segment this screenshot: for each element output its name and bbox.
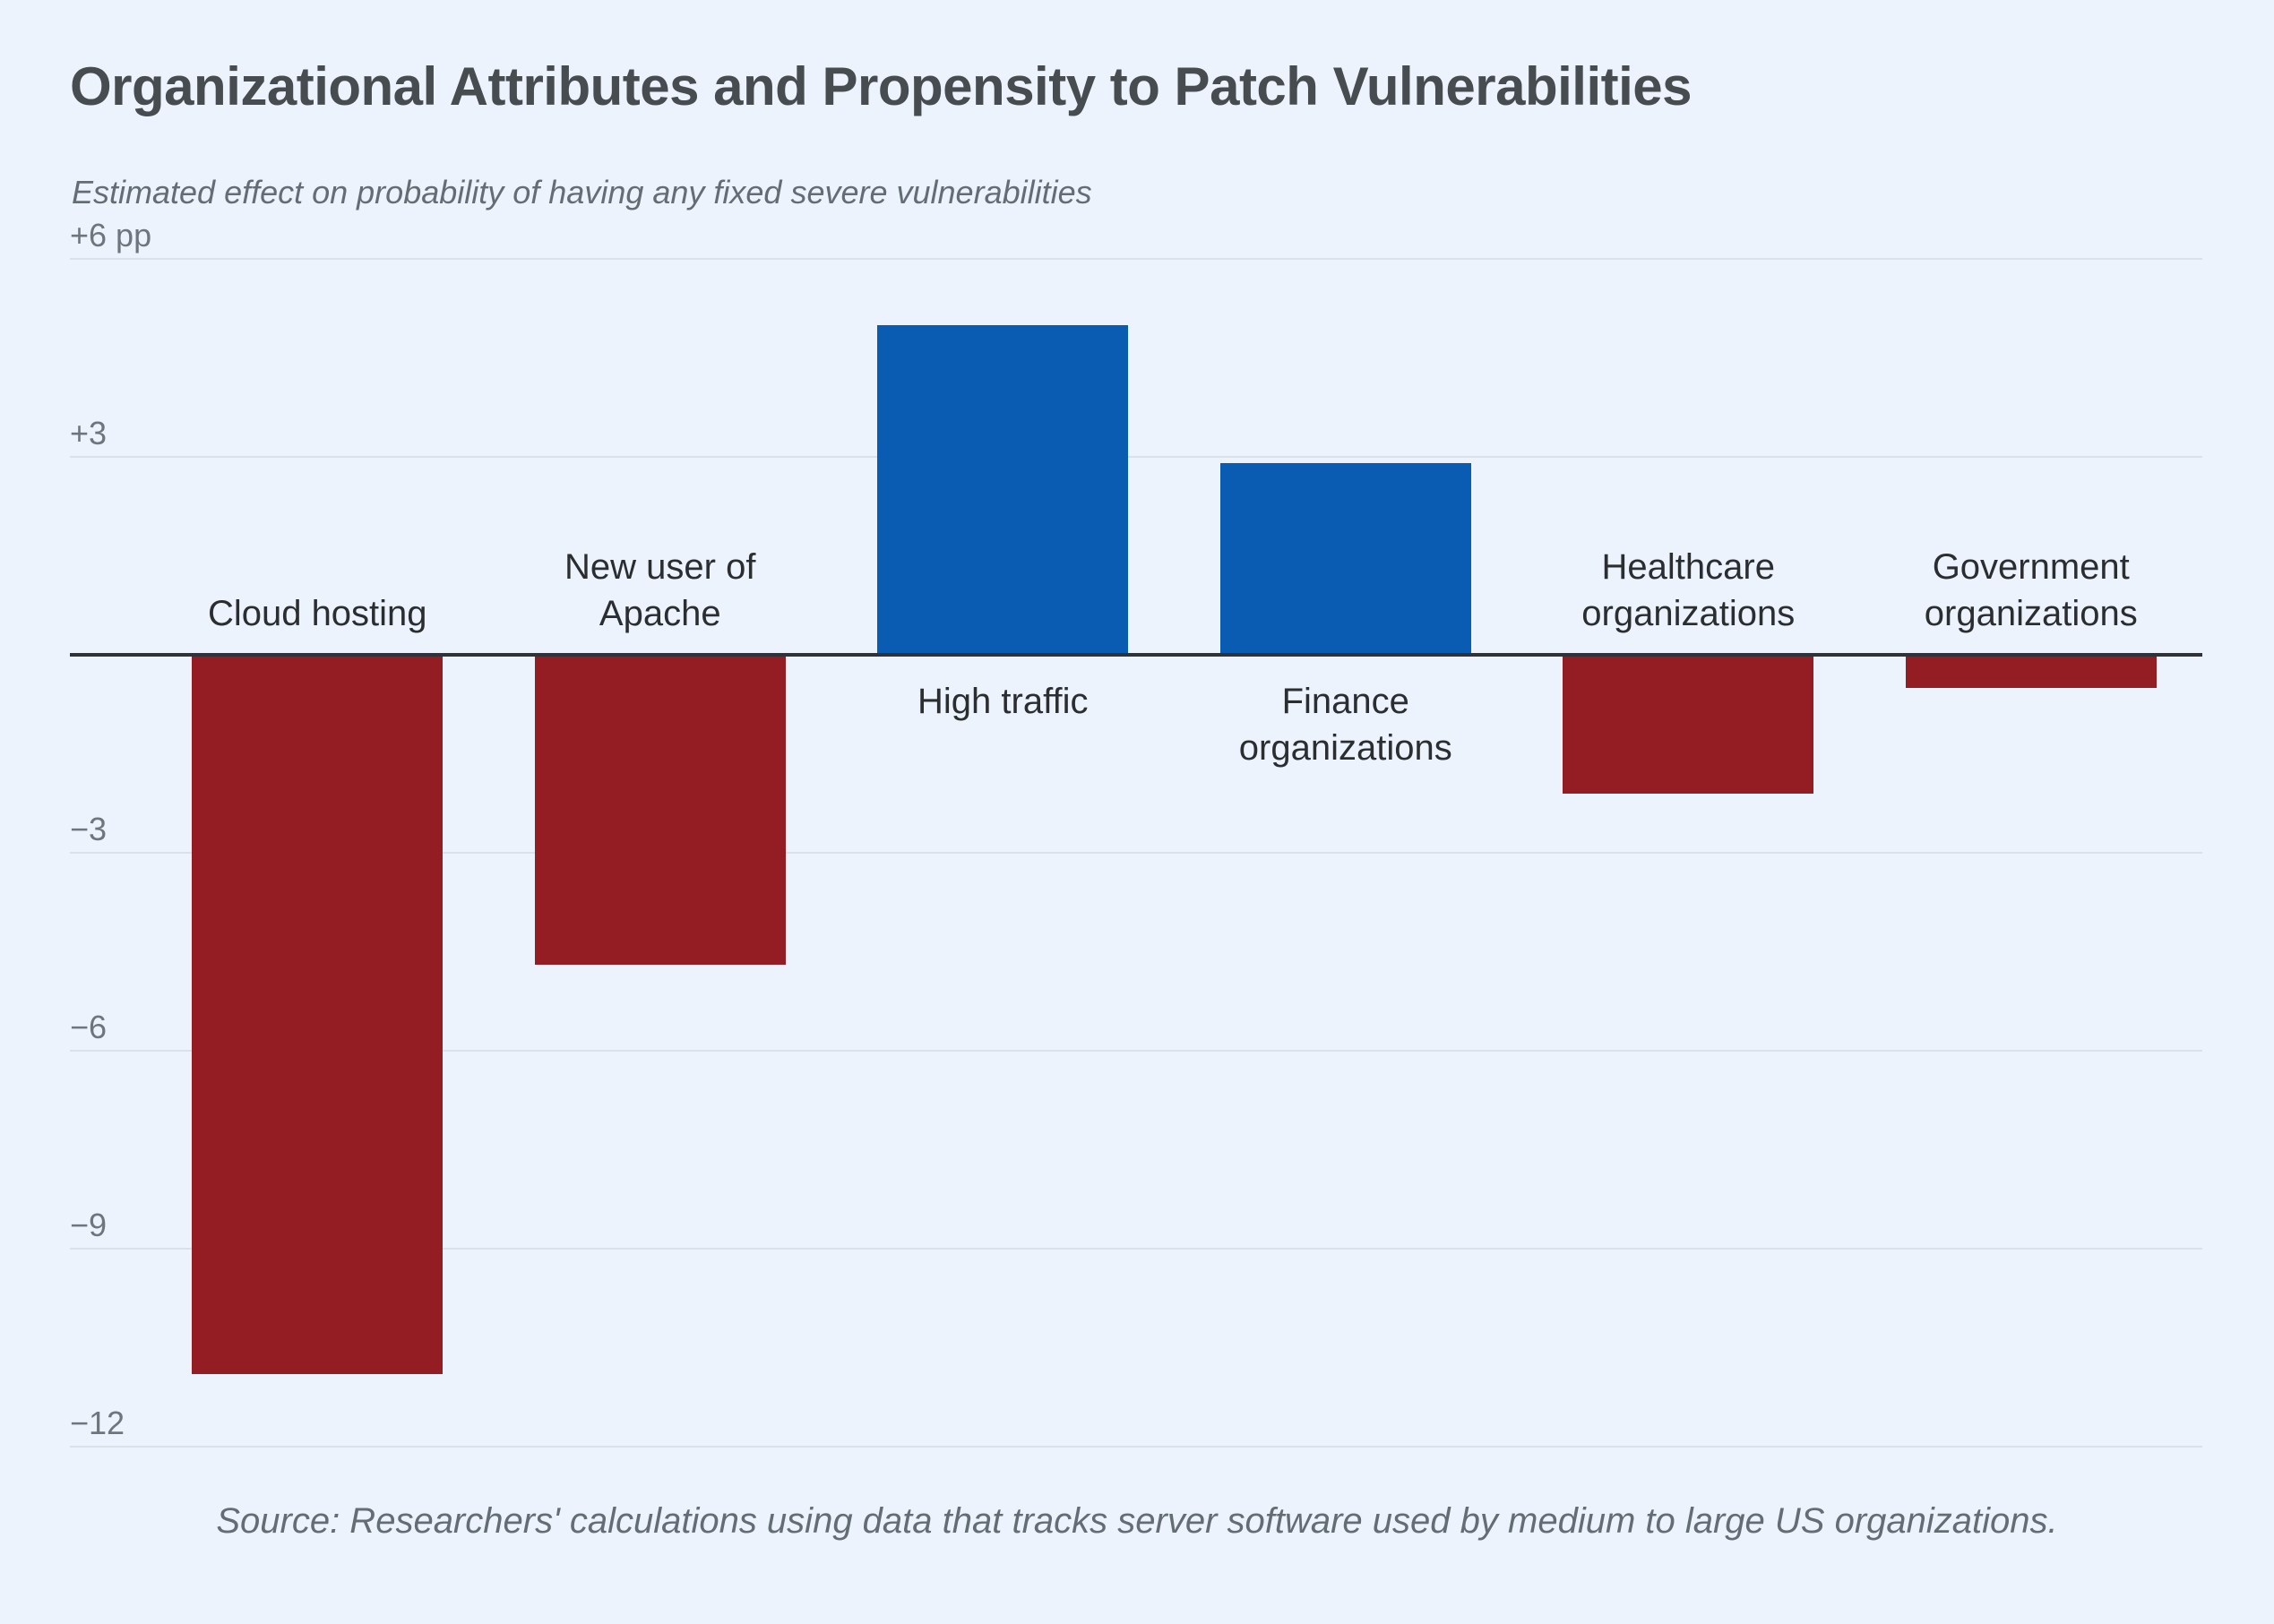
gridline <box>70 1248 2202 1250</box>
y-tick-label: −9 <box>70 1207 108 1243</box>
bar-label-finance-organizations: Finance organizations <box>1238 682 1452 768</box>
bar-label-cloud-hosting: Cloud hosting <box>207 594 427 633</box>
bar-finance-organizations <box>1219 463 1471 655</box>
bar-label-high-traffic: High traffic <box>917 682 1089 721</box>
bar-high-traffic <box>877 324 1129 655</box>
y-tick-label: −3 <box>70 811 108 847</box>
bar-cloud-hosting <box>192 655 444 1374</box>
y-tick-label: −6 <box>70 1009 108 1045</box>
gridline <box>70 852 2202 854</box>
chart-title: Organizational Attributes and Propensity… <box>70 56 1693 116</box>
y-tick-label: +6 pp <box>70 217 152 253</box>
bar-government-organizations <box>1905 655 2157 688</box>
gridline <box>70 258 2202 260</box>
y-tick-label: −12 <box>70 1405 125 1441</box>
bar-label-healthcare-organizations: Healthcare organizations <box>1581 547 1796 633</box>
bar-label-new-user-of-apache: New user of Apache <box>564 547 756 633</box>
gridline <box>70 1050 2202 1052</box>
source-note: Source: Researchers' calculations using … <box>216 1501 2058 1541</box>
bar-healthcare-organizations <box>1563 655 1814 794</box>
gridline <box>70 456 2202 458</box>
zero-axis-line <box>70 653 2202 657</box>
bar-new-user-of-apache <box>534 655 786 966</box>
chart-subtitle: Estimated effect on probability of havin… <box>72 174 1092 211</box>
gridline <box>70 1446 2202 1448</box>
bar-label-government-organizations: Government organizations <box>1924 547 2138 633</box>
y-tick-label: +3 <box>70 415 108 451</box>
